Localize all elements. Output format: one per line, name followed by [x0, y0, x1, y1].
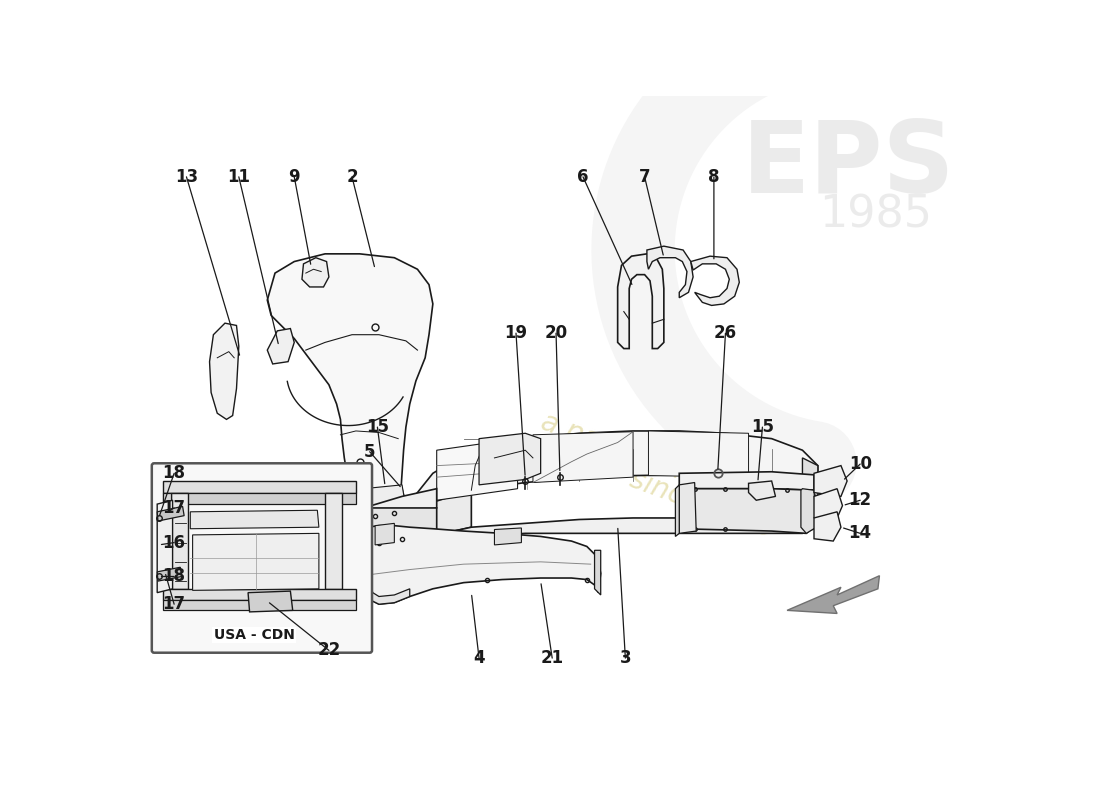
- Text: 3: 3: [619, 649, 631, 667]
- Polygon shape: [192, 534, 319, 590]
- Text: EPS: EPS: [741, 117, 956, 214]
- Polygon shape: [649, 431, 749, 477]
- Polygon shape: [691, 256, 739, 306]
- Polygon shape: [363, 485, 406, 512]
- Polygon shape: [814, 489, 843, 518]
- Polygon shape: [157, 506, 184, 521]
- Polygon shape: [647, 246, 693, 298]
- Polygon shape: [363, 466, 372, 489]
- Text: 18: 18: [163, 567, 186, 586]
- Polygon shape: [594, 550, 601, 595]
- Text: 22: 22: [317, 642, 341, 659]
- Text: 21: 21: [540, 649, 564, 667]
- Polygon shape: [346, 489, 406, 531]
- Polygon shape: [163, 481, 356, 493]
- Text: 10: 10: [849, 455, 871, 473]
- Polygon shape: [788, 576, 880, 614]
- Text: 1985: 1985: [820, 194, 932, 237]
- Polygon shape: [801, 489, 816, 534]
- Text: 16: 16: [163, 534, 186, 552]
- Polygon shape: [814, 512, 842, 541]
- Polygon shape: [675, 485, 680, 537]
- Polygon shape: [803, 458, 818, 496]
- Text: since 1985: since 1985: [626, 465, 779, 543]
- Text: 11: 11: [228, 168, 251, 186]
- Text: 15: 15: [751, 418, 774, 436]
- Text: 20: 20: [544, 324, 568, 342]
- Polygon shape: [749, 481, 775, 500]
- Polygon shape: [157, 567, 182, 581]
- Polygon shape: [363, 489, 437, 527]
- Polygon shape: [360, 526, 601, 604]
- Text: 8: 8: [708, 168, 719, 186]
- Polygon shape: [403, 431, 818, 523]
- Polygon shape: [163, 589, 356, 600]
- Text: 9: 9: [288, 168, 300, 186]
- Polygon shape: [172, 493, 188, 589]
- Polygon shape: [360, 557, 409, 604]
- Polygon shape: [680, 489, 814, 534]
- Polygon shape: [375, 523, 395, 545]
- Polygon shape: [163, 493, 172, 589]
- Text: 12: 12: [848, 491, 872, 510]
- Text: 2: 2: [346, 168, 358, 186]
- Text: 4: 4: [473, 649, 485, 667]
- Polygon shape: [163, 600, 356, 610]
- Polygon shape: [680, 472, 814, 490]
- Text: 15: 15: [366, 418, 389, 436]
- Polygon shape: [157, 500, 173, 593]
- Text: 13: 13: [175, 168, 198, 186]
- Polygon shape: [618, 254, 664, 349]
- Text: USA - CDN: USA - CDN: [213, 628, 295, 642]
- Text: 26: 26: [714, 324, 737, 342]
- Text: 17: 17: [163, 595, 186, 613]
- Polygon shape: [163, 493, 356, 504]
- Polygon shape: [267, 329, 295, 364]
- Polygon shape: [209, 323, 239, 419]
- Polygon shape: [360, 508, 437, 566]
- Text: a passion for parts: a passion for parts: [537, 408, 791, 523]
- Text: 5: 5: [364, 442, 375, 461]
- Polygon shape: [403, 502, 437, 550]
- Text: 17: 17: [163, 499, 186, 517]
- Polygon shape: [437, 438, 517, 500]
- Polygon shape: [267, 254, 433, 512]
- Polygon shape: [301, 258, 329, 287]
- Text: 7: 7: [639, 168, 650, 186]
- FancyBboxPatch shape: [152, 463, 372, 653]
- Text: 6: 6: [578, 168, 588, 186]
- Polygon shape: [480, 434, 541, 485]
- Polygon shape: [403, 490, 472, 550]
- Polygon shape: [326, 493, 342, 589]
- Polygon shape: [534, 432, 634, 482]
- Polygon shape: [680, 482, 696, 534]
- Text: 18: 18: [163, 464, 186, 482]
- Text: 19: 19: [505, 324, 528, 342]
- Polygon shape: [190, 510, 319, 529]
- Polygon shape: [249, 591, 293, 612]
- Text: 14: 14: [848, 524, 872, 542]
- Polygon shape: [360, 554, 363, 597]
- Polygon shape: [406, 512, 818, 558]
- Polygon shape: [814, 466, 847, 496]
- Polygon shape: [495, 528, 521, 545]
